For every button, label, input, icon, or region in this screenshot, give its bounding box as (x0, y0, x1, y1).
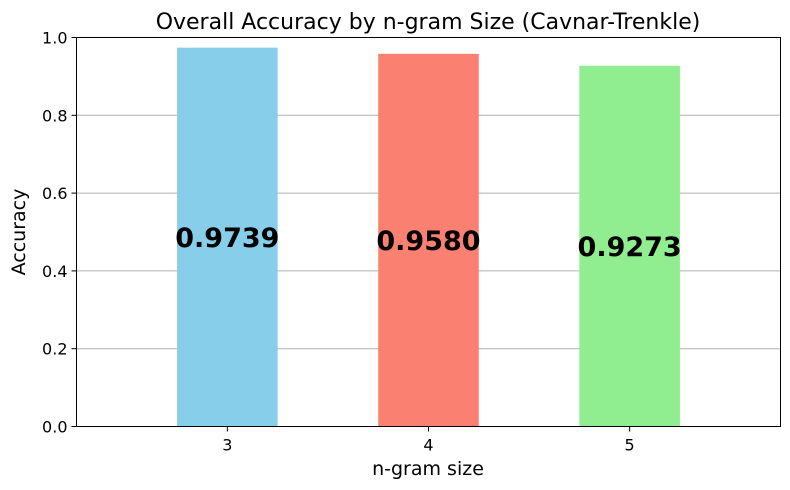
data-labels: 0.9739 0.9580 0.9273 (175, 223, 681, 263)
x-tick-label: 5 (625, 436, 635, 455)
y-tick-label: 0.8 (42, 106, 67, 125)
chart-title: Overall Accuracy by n-gram Size (Cavnar-… (156, 10, 701, 35)
y-axis-ticks: 0.0 0.2 0.4 0.6 0.8 1.0 (42, 29, 77, 437)
bar-value-label: 0.9273 (578, 232, 682, 263)
y-axis-label: Accuracy (8, 189, 30, 276)
x-tick-label: 4 (423, 436, 433, 455)
x-axis-ticks: 3 4 5 (222, 426, 635, 455)
bar-3 (177, 47, 278, 427)
bar-value-label: 0.9580 (376, 226, 480, 257)
bar-value-label: 0.9739 (175, 223, 279, 254)
x-axis-label: n-gram size (372, 458, 484, 480)
y-tick-label: 1.0 (42, 29, 67, 48)
bar-4 (378, 53, 479, 427)
bars (177, 47, 680, 427)
y-tick-label: 0.6 (42, 184, 67, 203)
bar-5 (579, 65, 680, 427)
y-tick-label: 0.2 (42, 340, 67, 359)
y-tick-label: 0.0 (42, 418, 67, 437)
x-tick-label: 3 (222, 436, 232, 455)
y-tick-label: 0.4 (42, 262, 67, 281)
